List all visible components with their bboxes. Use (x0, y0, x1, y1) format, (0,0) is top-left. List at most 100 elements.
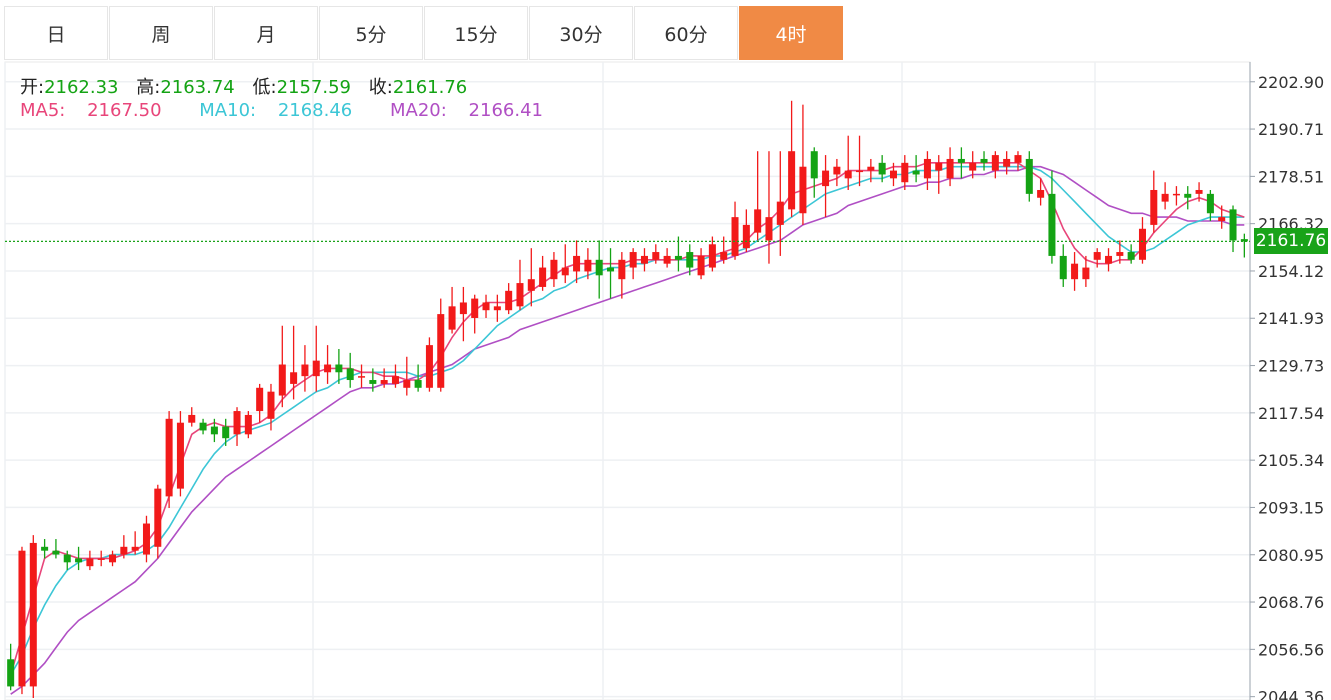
candle (312, 325, 320, 392)
candle-body (912, 170, 920, 175)
candle-body (731, 217, 739, 256)
candle (1150, 170, 1158, 233)
candle-body (844, 170, 852, 179)
ma20-label: MA20: (390, 100, 447, 121)
candle-body (256, 387, 264, 412)
candle-body (1206, 193, 1214, 214)
tab-period-3[interactable]: 5分 (319, 6, 423, 60)
candle-body (391, 376, 399, 384)
candle-body (358, 376, 366, 378)
candle (1093, 248, 1101, 268)
candle (720, 236, 728, 264)
candle-body (369, 380, 377, 384)
tab-period-4[interactable]: 15分 (424, 6, 528, 60)
candle (935, 155, 943, 194)
candle-body (199, 422, 207, 431)
close-label: 收: (368, 77, 393, 98)
candle (1184, 186, 1192, 210)
y-tick-label: 2129.73 (1258, 357, 1324, 376)
candle (607, 248, 615, 299)
candle (697, 248, 705, 280)
candle (1240, 233, 1248, 258)
candle (97, 550, 105, 567)
y-tick-label: 2105.34 (1258, 451, 1324, 470)
candle (742, 209, 750, 253)
tab-period-6[interactable]: 60分 (634, 6, 738, 60)
candle (878, 155, 886, 183)
y-tick-label: 2080.95 (1258, 546, 1324, 565)
candle (957, 147, 965, 179)
candle-body (686, 252, 694, 268)
candle-body (425, 345, 433, 388)
candle (244, 411, 252, 439)
candle (369, 368, 377, 392)
candle-body (1195, 189, 1203, 194)
candle (1218, 205, 1226, 229)
candle-body (607, 267, 615, 272)
candle-body (482, 302, 490, 311)
candle (799, 104, 807, 225)
high-value: 2163.74 (160, 77, 235, 98)
candle (833, 158, 841, 187)
moving-average-lines (9, 162, 1245, 695)
candle-body (154, 488, 162, 547)
candle-body (7, 659, 15, 687)
candle (595, 240, 603, 299)
candle-body (935, 162, 943, 171)
tab-period-1[interactable]: 周 (109, 6, 213, 60)
candle-body (1172, 193, 1180, 196)
candle-body (1184, 193, 1192, 198)
candle-body (86, 558, 94, 567)
candle (1172, 186, 1180, 206)
candle-body (856, 170, 864, 173)
candle (120, 535, 128, 559)
candle-body (595, 259, 603, 276)
candle (41, 539, 49, 559)
high-label: 高: (136, 77, 161, 98)
candle-body (742, 224, 750, 249)
candle-body (188, 414, 196, 423)
candle-body (923, 158, 931, 179)
y-tick-label: 2178.51 (1258, 167, 1324, 186)
y-tick-label: 2068.76 (1258, 593, 1324, 612)
candle (403, 356, 411, 396)
candle-body (41, 546, 49, 551)
candle (867, 158, 875, 183)
candle (1082, 255, 1090, 287)
candle-body (946, 158, 954, 179)
tab-period-7[interactable]: 4时 (739, 6, 843, 60)
candle-body (1037, 189, 1045, 198)
candle (7, 643, 15, 691)
candle-body (18, 550, 26, 687)
candle (788, 100, 796, 218)
candle (901, 155, 909, 190)
ma20-line (10, 165, 1245, 695)
candle (980, 151, 988, 171)
candle (754, 151, 762, 241)
ma10-readout: MA10: 2168.46 (199, 100, 368, 121)
ma10-line (10, 165, 1245, 676)
candle-body (889, 170, 897, 179)
tab-period-2[interactable]: 月 (214, 6, 318, 60)
candle (414, 364, 422, 392)
candle-body (403, 380, 411, 388)
candle (1229, 205, 1237, 253)
candle-body (380, 380, 388, 384)
candle-body (527, 279, 535, 291)
candle (290, 325, 298, 400)
candle (889, 162, 897, 187)
candle-body (1116, 252, 1124, 256)
candle-body (1229, 209, 1237, 241)
candle-body (584, 259, 592, 272)
candle (437, 298, 445, 392)
price-axis: 2202.902190.712178.512166.322154.122141.… (1250, 73, 1324, 700)
candle-body (165, 418, 173, 497)
tab-period-0[interactable]: 日 (4, 6, 108, 60)
tab-period-5[interactable]: 30分 (529, 6, 633, 60)
candle-body (618, 259, 626, 280)
candle-body (1240, 239, 1248, 242)
candle-body (1003, 158, 1011, 167)
candle-body (222, 426, 230, 439)
candle-body (493, 306, 501, 311)
candle-body (539, 267, 547, 287)
